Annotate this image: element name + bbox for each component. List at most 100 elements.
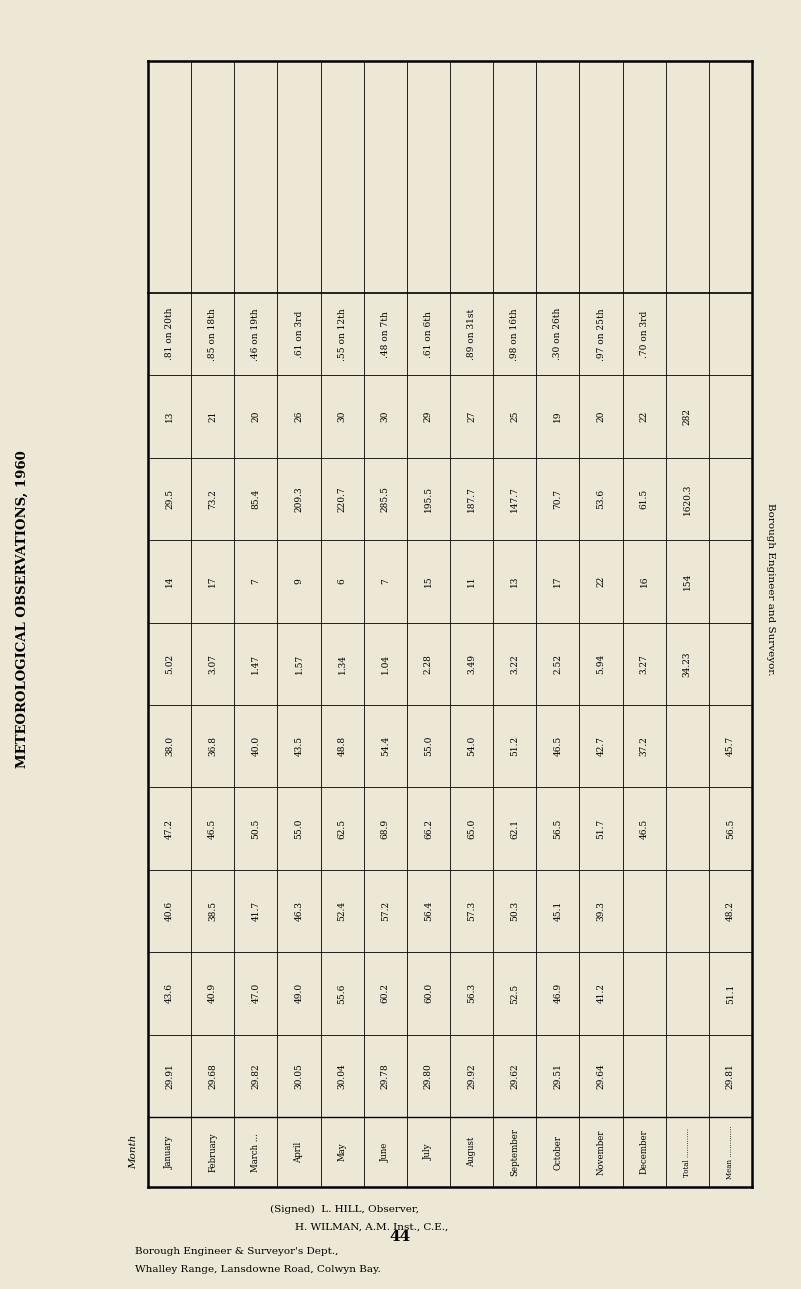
Text: 21: 21 <box>208 411 217 423</box>
Text: 62.1: 62.1 <box>510 819 519 839</box>
Text: 2.52: 2.52 <box>553 654 562 674</box>
Text: .85 on 18th: .85 on 18th <box>208 308 217 361</box>
Text: 282: 282 <box>682 409 692 425</box>
Text: 20: 20 <box>252 411 260 423</box>
Text: 45.7: 45.7 <box>726 736 735 757</box>
Text: 55.0: 55.0 <box>424 736 433 757</box>
Text: 29.92: 29.92 <box>467 1063 476 1089</box>
Text: 1.04: 1.04 <box>380 654 390 674</box>
Text: 51.7: 51.7 <box>597 819 606 839</box>
Text: 38.0: 38.0 <box>165 736 174 757</box>
Text: 50.3: 50.3 <box>510 901 519 922</box>
Text: 46.9: 46.9 <box>553 984 562 1003</box>
Text: 11: 11 <box>467 576 476 588</box>
Text: 42.7: 42.7 <box>597 736 606 757</box>
Text: .70 on 3rd: .70 on 3rd <box>640 311 649 358</box>
Text: 29.51: 29.51 <box>553 1063 562 1089</box>
Text: .98 on 16th: .98 on 16th <box>510 308 519 361</box>
Text: 285.5: 285.5 <box>380 486 390 512</box>
Text: April: April <box>295 1141 304 1163</box>
Text: 46.5: 46.5 <box>208 819 217 839</box>
Text: 13: 13 <box>165 411 174 423</box>
Text: June: June <box>380 1142 390 1161</box>
Text: 26: 26 <box>295 411 304 423</box>
Text: 47.0: 47.0 <box>252 984 260 1003</box>
Text: 30: 30 <box>338 411 347 423</box>
Text: 1.34: 1.34 <box>338 654 347 674</box>
Text: 29: 29 <box>424 411 433 423</box>
Text: 55.6: 55.6 <box>338 984 347 1004</box>
Text: 22: 22 <box>597 576 606 586</box>
Text: March ...: March ... <box>252 1133 260 1172</box>
Text: .30 on 26th: .30 on 26th <box>553 308 562 361</box>
Text: .48 on 7th: .48 on 7th <box>380 311 390 357</box>
Text: H. WILMAN, A.M. Inst., C.E.,: H. WILMAN, A.M. Inst., C.E., <box>295 1223 449 1232</box>
Text: 29.82: 29.82 <box>252 1063 260 1089</box>
Text: 46.3: 46.3 <box>295 901 304 922</box>
Text: .89 on 31st: .89 on 31st <box>467 308 476 360</box>
Text: 73.2: 73.2 <box>208 489 217 509</box>
Text: 15: 15 <box>424 576 433 588</box>
Text: 154: 154 <box>682 572 692 590</box>
Text: 45.1: 45.1 <box>553 901 562 922</box>
Text: 44: 44 <box>389 1230 411 1244</box>
Text: 7: 7 <box>252 579 260 584</box>
Text: 3.22: 3.22 <box>510 654 519 674</box>
Text: August: August <box>467 1137 476 1167</box>
Text: 40.9: 40.9 <box>208 984 217 1003</box>
Text: 46.5: 46.5 <box>640 819 649 839</box>
Text: 220.7: 220.7 <box>338 486 347 512</box>
Text: 29.91: 29.91 <box>165 1063 174 1089</box>
Text: 43.5: 43.5 <box>295 736 304 757</box>
Text: Total .............: Total ............. <box>683 1128 691 1177</box>
Text: 65.0: 65.0 <box>467 819 476 839</box>
Text: 56.4: 56.4 <box>424 901 433 922</box>
Text: Month: Month <box>130 1134 139 1169</box>
Text: October: October <box>553 1134 562 1169</box>
Text: 36.8: 36.8 <box>208 736 217 757</box>
Text: 68.9: 68.9 <box>380 819 390 839</box>
Text: 54.0: 54.0 <box>467 736 476 757</box>
Text: 29.81: 29.81 <box>726 1063 735 1089</box>
Text: 37.2: 37.2 <box>640 736 649 757</box>
Text: 29.78: 29.78 <box>380 1063 390 1089</box>
Text: 48.2: 48.2 <box>726 901 735 922</box>
Text: 30.04: 30.04 <box>338 1063 347 1089</box>
Text: May: May <box>338 1142 347 1161</box>
Text: 43.6: 43.6 <box>165 984 174 1003</box>
Text: .97 on 25th: .97 on 25th <box>597 308 606 361</box>
Text: 30: 30 <box>380 411 390 423</box>
Text: METEOROLOGICAL OBSERVATIONS, 1960: METEOROLOGICAL OBSERVATIONS, 1960 <box>15 450 29 768</box>
Text: 62.5: 62.5 <box>338 819 347 839</box>
Text: 6: 6 <box>338 579 347 584</box>
Text: 13: 13 <box>510 576 519 586</box>
Text: 5.02: 5.02 <box>165 654 174 674</box>
Text: 38.5: 38.5 <box>208 901 217 922</box>
Text: .55 on 12th: .55 on 12th <box>338 308 347 361</box>
Text: 5.94: 5.94 <box>597 654 606 674</box>
Text: 1.57: 1.57 <box>295 654 304 674</box>
Text: 48.8: 48.8 <box>338 736 347 757</box>
Text: 16: 16 <box>640 576 649 588</box>
Text: 195.5: 195.5 <box>424 486 433 512</box>
Text: 29.80: 29.80 <box>424 1063 433 1089</box>
Text: 22: 22 <box>640 411 649 423</box>
Text: Borough Engineer and Surveyor.: Borough Engineer and Surveyor. <box>766 503 775 675</box>
Text: 55.0: 55.0 <box>295 819 304 839</box>
Text: 187.7: 187.7 <box>467 486 476 512</box>
Text: 60.2: 60.2 <box>380 984 390 1003</box>
Text: .46 on 19th: .46 on 19th <box>252 308 260 361</box>
Text: 20: 20 <box>597 411 606 423</box>
Text: 61.5: 61.5 <box>640 489 649 509</box>
Text: 57.2: 57.2 <box>380 901 390 922</box>
Text: January: January <box>165 1136 174 1169</box>
Text: 29.64: 29.64 <box>597 1063 606 1089</box>
Text: February: February <box>208 1132 217 1172</box>
Text: 3.27: 3.27 <box>640 654 649 674</box>
Text: 56.5: 56.5 <box>726 819 735 839</box>
Text: 2.28: 2.28 <box>424 654 433 674</box>
Text: 40.0: 40.0 <box>252 736 260 757</box>
Text: 39.3: 39.3 <box>597 901 606 920</box>
Text: 17: 17 <box>553 576 562 588</box>
Text: 3.49: 3.49 <box>467 654 476 674</box>
